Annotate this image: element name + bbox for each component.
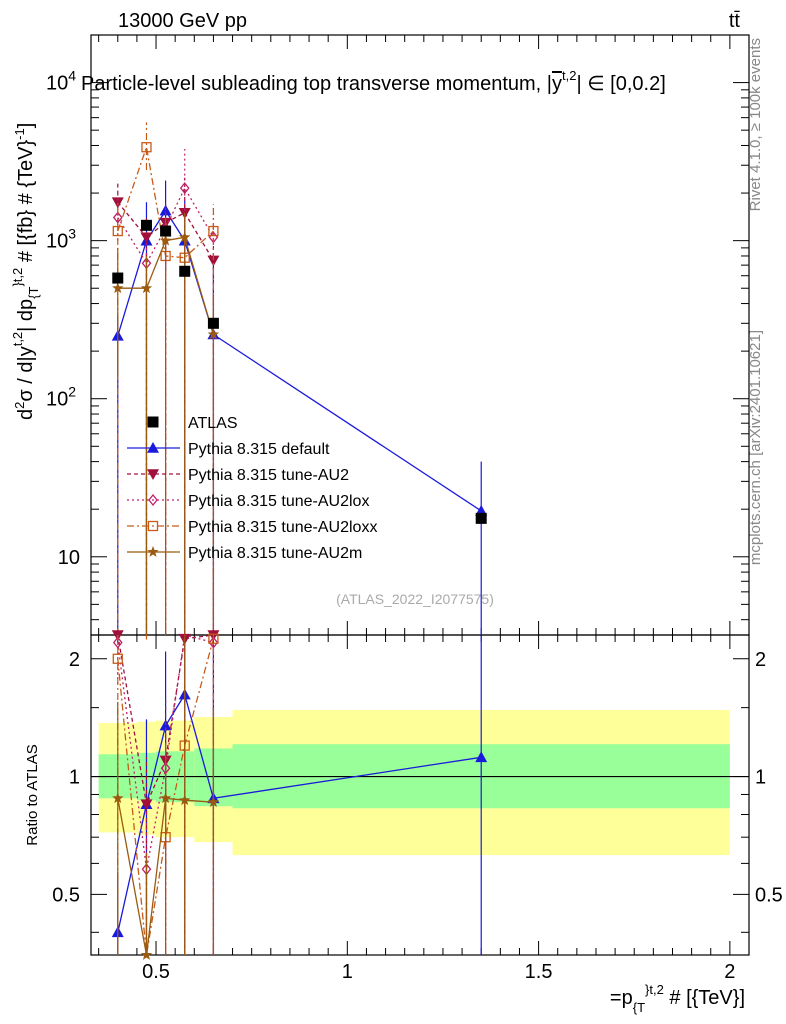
ratio-marker-4-2	[159, 792, 172, 804]
series-marker-1-4	[207, 255, 220, 267]
ratio-marker-4-1	[140, 949, 153, 960]
legend-marker-4	[147, 546, 159, 557]
ratio-y-tick-label-left: 0.5	[52, 884, 80, 906]
legend-marker-3	[147, 520, 159, 532]
y-tick-label: 102	[46, 384, 76, 411]
ratio-marker-1-1	[140, 799, 153, 811]
ratio-y-tick-label-left: 2	[69, 649, 80, 671]
ratio-marker-4-3	[179, 794, 191, 806]
x-tick-label: 0.5	[142, 961, 170, 983]
ratio-marker-4-4	[207, 796, 220, 808]
ratio-marker-2-0	[112, 636, 123, 649]
y-tick-label: 104	[46, 68, 76, 95]
legend-label-0: Pythia 8.315 default	[188, 441, 330, 458]
ratio-marker-2-4	[208, 636, 219, 649]
y-axis-label: d2σ / d|yt,2| dp{T}t,2 # [{fb} # {TeV}-1…	[10, 123, 41, 420]
ratio-plot-content	[111, 630, 488, 960]
ratio-y-tick-label-left: 1	[69, 767, 80, 789]
legend-label-1: Pythia 8.315 tune-AU2	[188, 467, 349, 484]
series-marker-4-4	[207, 328, 220, 340]
mcplots-label: mcplots.cern.ch [arXiv:2401.10621]	[747, 330, 764, 565]
series-marker-3-1	[141, 142, 152, 153]
data-point-5	[475, 512, 487, 524]
series-marker-1-0	[111, 197, 124, 209]
series-marker-2-3	[179, 182, 190, 195]
legend-marker-2	[148, 493, 158, 507]
data-point-1	[140, 219, 152, 231]
legend-marker-0	[147, 442, 159, 453]
series-marker-4-0	[112, 282, 124, 294]
header-collision-label: 13000 GeV pp	[118, 10, 247, 32]
y-tick-label: 103	[46, 226, 76, 253]
series-marker-3-0	[112, 225, 123, 237]
axes-ticks: 0.5 1 1.5 2 10 102 103 104 0.5 0.5 1 1 2 2	[46, 34, 783, 983]
series-marker-4-1	[140, 282, 153, 294]
y-tick-label: 10	[58, 547, 80, 569]
rivet-version-label: Rivet 4.1.0, ≥ 100k events	[747, 38, 764, 211]
legend-label-data: ATLAS	[188, 415, 238, 432]
ratio-marker-3-4	[208, 633, 219, 644]
legend-marker-data	[147, 416, 159, 428]
analysis-watermark: (ATLAS_2022_I2077575)	[336, 591, 494, 607]
data-point-3	[179, 265, 191, 277]
x-axis-label: =p{T}t,2 # [{TeV}]	[610, 982, 745, 1015]
series-marker-2-0	[112, 211, 123, 224]
legend: ATLAS Pythia 8.315 default Pythia 8.315 tu…	[127, 415, 377, 562]
ratio-y-tick-label-right: 2	[755, 649, 766, 671]
x-tick-label: 1.5	[525, 961, 553, 983]
main-plot-content	[111, 122, 488, 635]
ratio-y-tick-label-right: 0.5	[755, 884, 783, 906]
ratio-line-0	[117, 692, 482, 933]
legend-label-2: Pythia 8.315 tune-AU2lox	[188, 493, 369, 510]
header-process-label: tt̄	[729, 10, 741, 32]
x-tick-label: 1	[342, 961, 353, 983]
legend-marker-1	[147, 469, 159, 480]
series-marker-1-1	[140, 232, 153, 244]
legend-label-4: Pythia 8.315 tune-AU2m	[188, 545, 362, 562]
series-line-2	[117, 186, 214, 265]
ratio-uncertainty-bands	[98, 709, 730, 856]
ratio-y-axis-label: Ratio to ATLAS	[24, 744, 41, 845]
data-point-0	[112, 272, 124, 284]
ratio-marker-3-0	[112, 653, 123, 664]
data-point-4	[207, 317, 219, 329]
legend-label-3: Pythia 8.315 tune-AU2loxx	[188, 519, 377, 536]
data-point-2	[160, 225, 172, 237]
ratio-marker-4-0	[112, 792, 124, 804]
x-tick-label: 2	[724, 961, 735, 983]
series-marker-3-4	[208, 225, 219, 237]
ratio-marker-0-5	[475, 751, 488, 763]
chart-title: Particle-level subleading top transverse…	[81, 68, 666, 95]
series-line-1	[117, 201, 214, 261]
series-marker-4-3	[179, 231, 191, 243]
ratio-plot-frame	[90, 634, 750, 956]
ratio-y-tick-label-right: 1	[755, 767, 766, 789]
series-marker-4-2	[159, 234, 172, 246]
